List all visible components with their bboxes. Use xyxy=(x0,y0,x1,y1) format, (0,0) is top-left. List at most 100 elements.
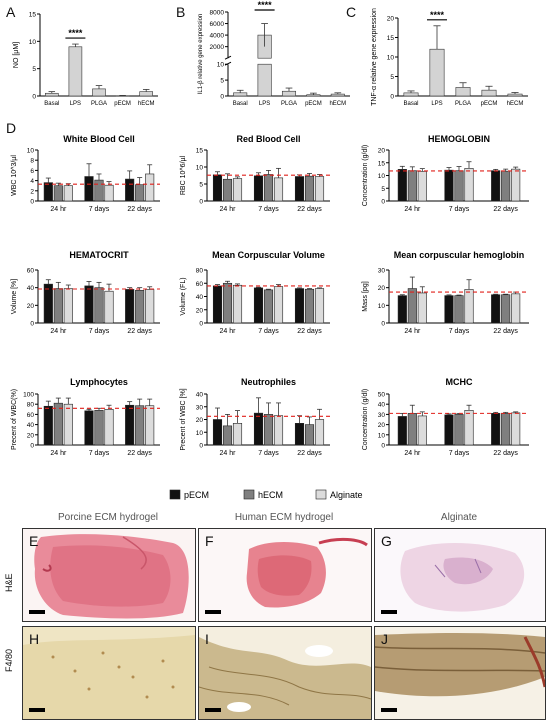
bar-hecm xyxy=(304,175,315,202)
histology-tile-j: J xyxy=(374,626,546,720)
bar-hecm xyxy=(407,413,417,446)
bar-hecm xyxy=(53,402,63,446)
bar-pecm xyxy=(444,295,454,324)
bar-hecm xyxy=(501,294,511,324)
y-tick-label: 5 xyxy=(381,186,385,193)
histology-tile-e: E xyxy=(22,528,196,622)
bar-hecm xyxy=(94,179,104,202)
x-tick-label: 22 days xyxy=(127,206,152,213)
he-stain-image xyxy=(199,529,371,621)
bar-hecm xyxy=(454,295,464,324)
bar-pecm xyxy=(253,412,264,446)
y-tick-label: 20 xyxy=(378,148,386,155)
bar-pecm xyxy=(43,283,53,324)
x-tick-label: pECM xyxy=(114,101,131,107)
bar-hecm xyxy=(222,425,233,446)
x-tick-label: pECM xyxy=(481,101,498,107)
bar-alginate xyxy=(232,284,243,324)
bar-alginate xyxy=(232,423,243,446)
x-tick-label: 24 hr xyxy=(220,450,237,457)
bar-pecm xyxy=(444,169,454,202)
y-tick-label: 40 xyxy=(27,422,35,429)
bar-hecm xyxy=(94,287,104,324)
bar-alginate xyxy=(417,415,427,446)
x-tick-label: 22 days xyxy=(297,206,322,213)
bar-alginate xyxy=(464,410,474,446)
bar-pecm xyxy=(212,285,223,324)
y-tick-label: 20 xyxy=(378,422,386,429)
histology-col-title-human: Human ECM hydrogel xyxy=(234,512,334,523)
y-tick-label: 40 xyxy=(378,402,386,409)
x-tick-label: 24 hr xyxy=(50,450,67,457)
tile-letter: G xyxy=(381,533,392,549)
x-tick-label: 7 days xyxy=(258,328,279,335)
scale-bar xyxy=(29,610,45,614)
chart-title: Lymphocytes xyxy=(70,377,128,387)
x-tick-label: 24 hr xyxy=(50,206,67,213)
scale-bar xyxy=(381,610,397,614)
y-tick-label: 50 xyxy=(378,392,386,399)
he-stain-image xyxy=(375,529,545,621)
bar-pecm xyxy=(294,423,305,446)
panel-letter-d: D xyxy=(6,120,17,136)
y-tick-label: 10 xyxy=(196,165,204,172)
y-tick-label: 4 xyxy=(30,178,34,185)
y-axis-label: Mass [pg] xyxy=(362,281,369,311)
bar-pecm xyxy=(84,285,94,324)
panel-letter-b: B xyxy=(176,4,186,20)
x-tick-label: pECM xyxy=(305,101,322,107)
histology-col-title-porcine: Porcine ECM hydrogel xyxy=(57,512,159,523)
y-tick-label: 60 xyxy=(196,281,204,288)
bar xyxy=(257,63,272,97)
bar-hecm xyxy=(222,178,233,202)
bar-pecm xyxy=(491,170,501,202)
bar xyxy=(92,88,106,97)
bar-hecm xyxy=(53,288,63,324)
bar xyxy=(68,46,83,97)
scale-bar xyxy=(381,708,397,712)
x-tick-label: 22 days xyxy=(493,328,518,335)
y-tick-label: 15 xyxy=(29,12,37,19)
bar xyxy=(481,89,497,97)
x-tick-label: 7 days xyxy=(258,206,279,213)
y-tick-label: 100 xyxy=(23,392,34,399)
bar-pecm xyxy=(397,169,407,202)
bar-hecm xyxy=(304,288,315,324)
significance-label: **** xyxy=(68,28,83,38)
y-tick-label: 2000 xyxy=(210,44,225,51)
tile-letter: I xyxy=(205,631,209,647)
y-tick-label: 0 xyxy=(30,199,34,206)
bar-alginate xyxy=(104,408,114,446)
bar-hecm xyxy=(501,413,511,446)
y-tick-label: 80 xyxy=(27,402,35,409)
y-tick-label: 0 xyxy=(30,321,34,328)
bar-pecm xyxy=(125,289,135,324)
bar-pecm xyxy=(397,416,407,446)
f480-stain-image xyxy=(375,627,545,719)
y-tick-label: 0 xyxy=(381,199,385,206)
y-axis-label: WBC 10^3/µl xyxy=(11,155,18,196)
bar-pecm xyxy=(294,288,305,324)
x-tick-label: 24 hr xyxy=(404,450,421,457)
x-tick-label: 24 hr xyxy=(404,328,421,335)
x-tick-label: Basal xyxy=(403,101,418,107)
y-tick-label: 0 xyxy=(390,94,394,101)
y-axis-label: Precent of WBC [%] xyxy=(180,388,187,450)
x-tick-label: 24 hr xyxy=(220,206,237,213)
x-tick-label: 24 hr xyxy=(404,206,421,213)
bar xyxy=(403,92,419,97)
legend-label-pecm: pECM xyxy=(184,490,209,500)
bar-pecm xyxy=(125,178,135,202)
y-tick-label: 10 xyxy=(217,62,225,69)
bar-alginate xyxy=(511,412,521,446)
y-tick-label: 10 xyxy=(378,303,386,310)
panel-letter-a: A xyxy=(6,4,16,20)
y-tick-label: 4000 xyxy=(210,33,225,40)
x-tick-label: 7 days xyxy=(89,328,110,335)
x-tick-label: 7 days xyxy=(89,206,110,213)
x-tick-label: Basal xyxy=(233,101,248,107)
histology-tile-f: F xyxy=(198,528,372,622)
y-tick-label: 20 xyxy=(27,303,35,310)
x-tick-label: Basal xyxy=(44,101,59,107)
x-tick-label: 7 days xyxy=(258,450,279,457)
